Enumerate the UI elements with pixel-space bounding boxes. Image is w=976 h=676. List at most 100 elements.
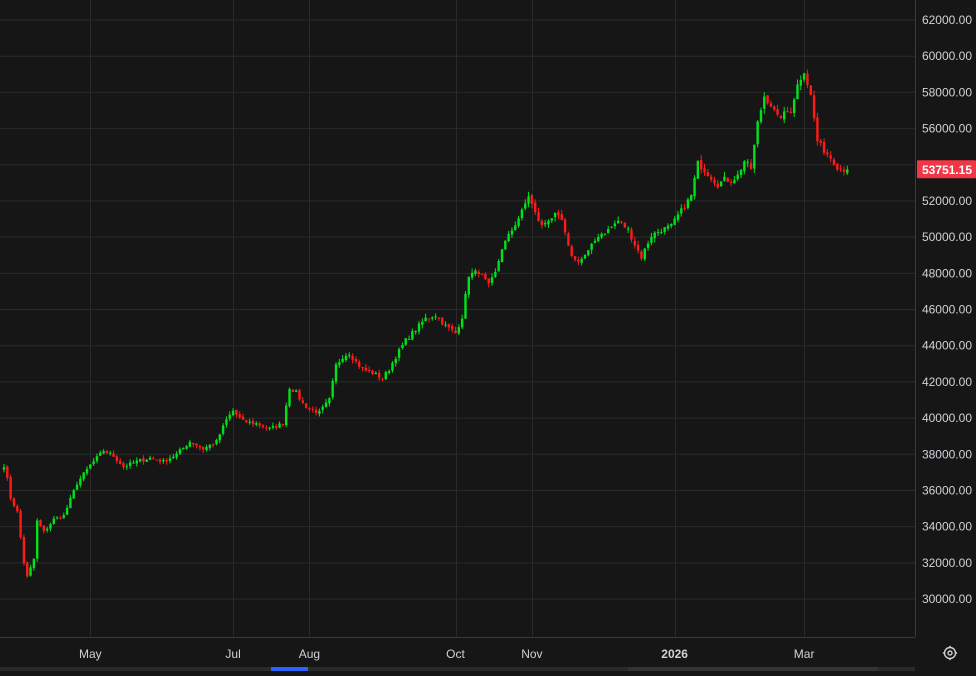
- candle-body: [155, 459, 158, 461]
- candle-body: [500, 249, 504, 263]
- candle-body: [497, 261, 500, 272]
- candle-212: [706, 169, 710, 177]
- candle-body: [607, 228, 610, 234]
- candle-215: [716, 179, 719, 190]
- candle-body: [470, 272, 474, 278]
- candle-25: [85, 466, 89, 476]
- candle-107: [358, 359, 361, 370]
- candle-150: [500, 248, 504, 263]
- candle-body: [281, 424, 285, 426]
- candle-187: [623, 221, 627, 228]
- candle-body: [617, 220, 620, 224]
- candle-body: [32, 559, 36, 569]
- candle-96: [321, 404, 324, 414]
- candle-body: [749, 163, 753, 169]
- candle-body: [301, 400, 304, 404]
- candle-body: [374, 372, 378, 375]
- candle-49: [165, 457, 168, 465]
- candle-95: [318, 408, 321, 417]
- candle-body: [716, 183, 719, 188]
- candle-body: [394, 358, 397, 364]
- candle-body: [773, 106, 776, 110]
- candle-247: [822, 138, 826, 156]
- time-scrollbar-thumb[interactable]: [271, 667, 308, 671]
- candle-body: [182, 447, 185, 450]
- candle-183: [610, 226, 613, 229]
- candle-body: [663, 227, 666, 233]
- candle-74: [248, 418, 251, 425]
- candle-body: [165, 460, 168, 462]
- last-price-badge: [917, 160, 976, 179]
- candle-body: [275, 426, 278, 428]
- settings-button[interactable]: [936, 642, 964, 664]
- candle-145: [484, 272, 487, 280]
- candle-body: [779, 115, 783, 119]
- candle-body: [783, 111, 786, 120]
- candle-body: [431, 317, 434, 319]
- candle-body: [19, 510, 22, 538]
- candle-156: [520, 207, 524, 221]
- candle-162: [540, 218, 544, 229]
- candle-110: [368, 366, 371, 373]
- candle-body: [693, 177, 696, 197]
- candle-body: [338, 362, 341, 366]
- candle-body: [351, 355, 354, 360]
- candle-body: [331, 380, 334, 398]
- candle-body: [6, 466, 9, 478]
- candle-4: [16, 504, 19, 514]
- candle-body: [364, 367, 368, 371]
- candle-239: [796, 79, 799, 100]
- candle-52: [175, 451, 178, 460]
- time-scrollbar[interactable]: [0, 667, 915, 671]
- candle-body: [211, 444, 215, 446]
- candle-body: [82, 472, 85, 480]
- candle-169: [563, 217, 567, 236]
- candle-5: [19, 508, 22, 540]
- y-tick-label: 56000.00: [922, 122, 972, 136]
- candle-body: [245, 420, 248, 423]
- candle-body: [142, 458, 145, 462]
- candle-180: [600, 232, 603, 239]
- candle-138: [460, 314, 464, 330]
- candle-body: [457, 327, 461, 334]
- settings-icon: [942, 645, 958, 661]
- candle-body: [467, 277, 470, 295]
- candle-body: [125, 466, 129, 468]
- candle-185: [617, 216, 620, 224]
- candle-28: [95, 453, 99, 464]
- candle-44: [148, 455, 152, 461]
- candle-240: [799, 75, 802, 91]
- candle-body: [680, 208, 683, 214]
- candle-body: [328, 398, 331, 404]
- candle-188: [626, 226, 630, 234]
- candle-body: [185, 446, 188, 449]
- candle-144: [480, 273, 484, 276]
- candle-201: [670, 223, 673, 229]
- candle-body: [563, 219, 567, 233]
- candle-9: [32, 558, 36, 571]
- candle-body: [633, 240, 636, 246]
- candle-191: [636, 240, 640, 254]
- candle-122: [407, 335, 411, 340]
- candle-21: [72, 488, 75, 499]
- candle-body: [294, 390, 298, 392]
- candle-body: [507, 233, 510, 242]
- candle-body: [670, 223, 673, 227]
- candle-171: [570, 244, 573, 258]
- x-axis-ticks: May Jul Aug Oct Nov 2026 Mar: [79, 647, 814, 661]
- candle-body: [746, 161, 749, 163]
- candle-106: [354, 356, 358, 364]
- candle-229: [763, 92, 766, 114]
- last-price-label: 53751.15: [922, 163, 972, 177]
- grid-lines: [0, 0, 915, 637]
- candle-body: [676, 214, 680, 220]
- candle-58: [195, 443, 198, 449]
- candle-body: [534, 202, 537, 213]
- candle-body: [12, 498, 16, 507]
- candle-23: [79, 475, 82, 488]
- candle-body: [79, 478, 82, 486]
- candle-213: [709, 174, 713, 183]
- candle-153: [510, 227, 514, 238]
